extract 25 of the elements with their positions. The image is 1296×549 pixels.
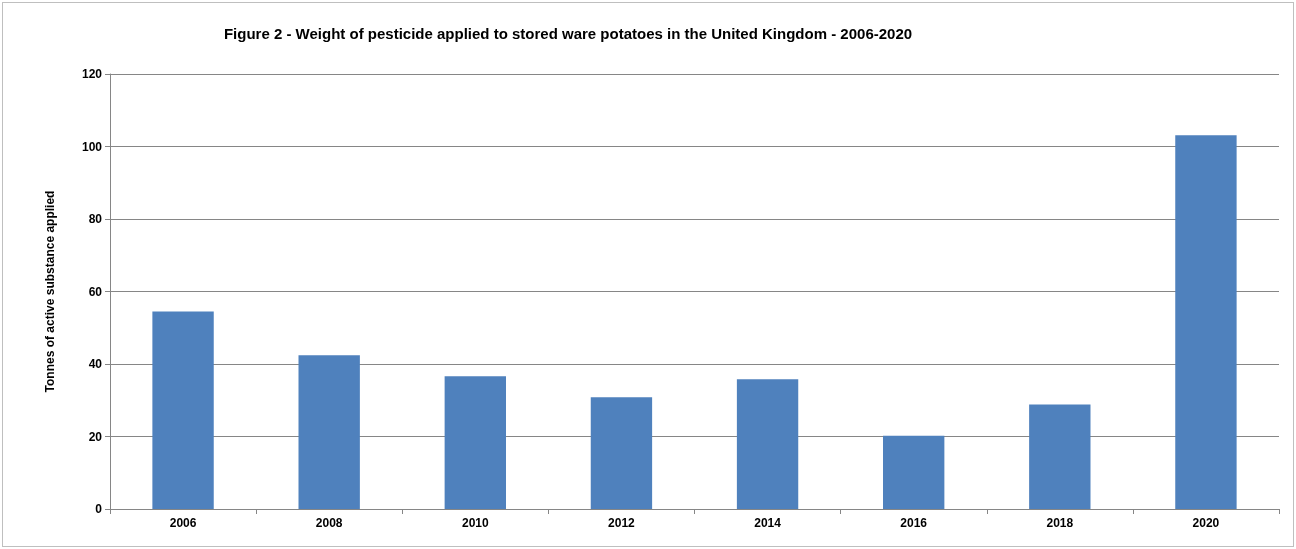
bar	[444, 376, 506, 509]
x-tick-label: 2016	[900, 516, 928, 530]
bar	[883, 435, 945, 509]
y-tick-label: 0	[95, 502, 103, 516]
x-tick-label: 2012	[608, 516, 636, 530]
bar	[736, 379, 799, 509]
x-tick-label: 2010	[461, 516, 489, 530]
bar	[1029, 404, 1091, 509]
y-tick-label: 40	[88, 357, 103, 371]
y-tick-label: 120	[81, 67, 103, 81]
x-tick-label: 2018	[1046, 516, 1074, 530]
bar	[590, 397, 653, 509]
x-tick-label: 2008	[315, 516, 343, 530]
x-tick-label: 2014	[754, 516, 782, 530]
bar	[152, 311, 214, 509]
bar	[1175, 135, 1237, 509]
y-axis-title: Tonnes of active substance applied	[43, 190, 57, 393]
chart-title: Figure 2 - Weight of pesticide applied to stored ware potatoes in the United Kingdom - 2006-2020	[223, 25, 913, 42]
y-tick-label: 60	[88, 284, 103, 299]
x-tick-label: 2006	[169, 516, 197, 530]
bar	[298, 355, 360, 509]
y-tick-label: 100	[81, 139, 103, 154]
y-tick-label: 80	[88, 212, 103, 226]
y-tick-label: 20	[88, 429, 103, 444]
x-tick-label: 2020	[1192, 516, 1220, 530]
